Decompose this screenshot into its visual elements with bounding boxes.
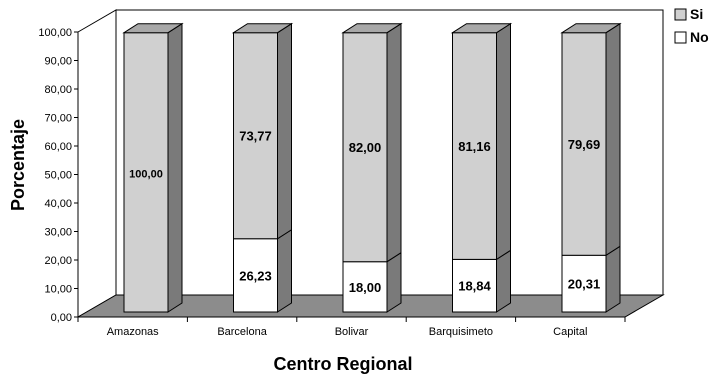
x-tick-label: Barquisimeto <box>429 326 493 338</box>
bar-top <box>122 23 184 34</box>
x-tick-label: Amazonas <box>107 326 159 338</box>
x-tick-label: Capital <box>553 326 587 338</box>
bar-group: 20,31 79,69 <box>560 22 622 313</box>
bar-segment-si-side <box>386 22 402 263</box>
y-tick-label: 90,00 <box>44 56 72 68</box>
y-tick-label: 70,00 <box>44 113 72 125</box>
bar-segment-no <box>561 254 607 313</box>
data-label: 18,00 <box>349 280 382 295</box>
bar-top <box>231 23 294 34</box>
bar-top <box>450 23 513 34</box>
bar-segment-si <box>123 32 169 313</box>
y-axis-title: Porcentaje <box>8 119 28 211</box>
bar-segment-si-side <box>277 22 292 240</box>
data-label: 73,77 <box>239 129 272 144</box>
bar-segment-no-side <box>386 251 402 313</box>
legend: Si No <box>674 6 709 45</box>
legend-swatch <box>674 31 687 44</box>
y-tick-label: 100,00 <box>38 27 72 39</box>
bar-segment-si <box>342 32 388 263</box>
bars-group: 100,00 26,23 73,77 18,00 82,00 18,84 81,16 20,3… <box>122 22 622 313</box>
y-tick-label: 0,00 <box>51 312 72 324</box>
bar-segment-no-side <box>277 228 292 313</box>
bar-segment-si <box>452 32 497 260</box>
bar-segment-si-side <box>605 22 621 257</box>
x-tick-label: Barcelona <box>217 326 267 338</box>
x-axis-title: Centro Regional <box>273 354 412 374</box>
bar-segment-si <box>233 32 278 240</box>
data-label: 18,84 <box>458 279 491 294</box>
x-tick-label: Bolivar <box>335 326 369 338</box>
bar-group: 18,00 82,00 <box>341 22 403 313</box>
y-tick-label: 60,00 <box>44 141 72 153</box>
bar-segment-no-side <box>496 249 511 313</box>
bar-group: 100,00 <box>122 22 184 313</box>
legend-label: Si <box>690 6 703 22</box>
bar-top <box>560 23 622 34</box>
data-label: 100,00 <box>129 168 163 180</box>
y-tick-label: 30,00 <box>44 227 72 239</box>
bar-segment-no <box>342 261 388 313</box>
data-label: 81,16 <box>458 139 491 154</box>
legend-swatch <box>674 8 687 21</box>
bar-top <box>341 23 403 34</box>
data-label: 82,00 <box>349 140 382 155</box>
data-label: 20,31 <box>568 277 601 292</box>
axes-group: 0,00 10,00 20,00 30,00 40,00 50,00 60,00 70,00 8… <box>38 27 626 338</box>
y-tick-label: 50,00 <box>44 170 72 182</box>
bar-segment-si-side <box>496 22 511 261</box>
bar-group: 26,23 73,77 <box>231 22 294 313</box>
y-tick-label: 80,00 <box>44 84 72 96</box>
side-wall <box>77 9 117 318</box>
bar-group: 18,84 81,16 <box>450 22 513 313</box>
y-tick-label: 40,00 <box>44 198 72 210</box>
bar-segment-no-side <box>605 245 621 313</box>
data-label: 26,23 <box>239 268 272 283</box>
y-tick-label: 10,00 <box>44 284 72 296</box>
bar-segment-si-side <box>167 22 183 313</box>
y-tick-label: 20,00 <box>44 255 72 267</box>
data-label: 79,69 <box>568 137 601 152</box>
legend-label: No <box>690 29 709 45</box>
